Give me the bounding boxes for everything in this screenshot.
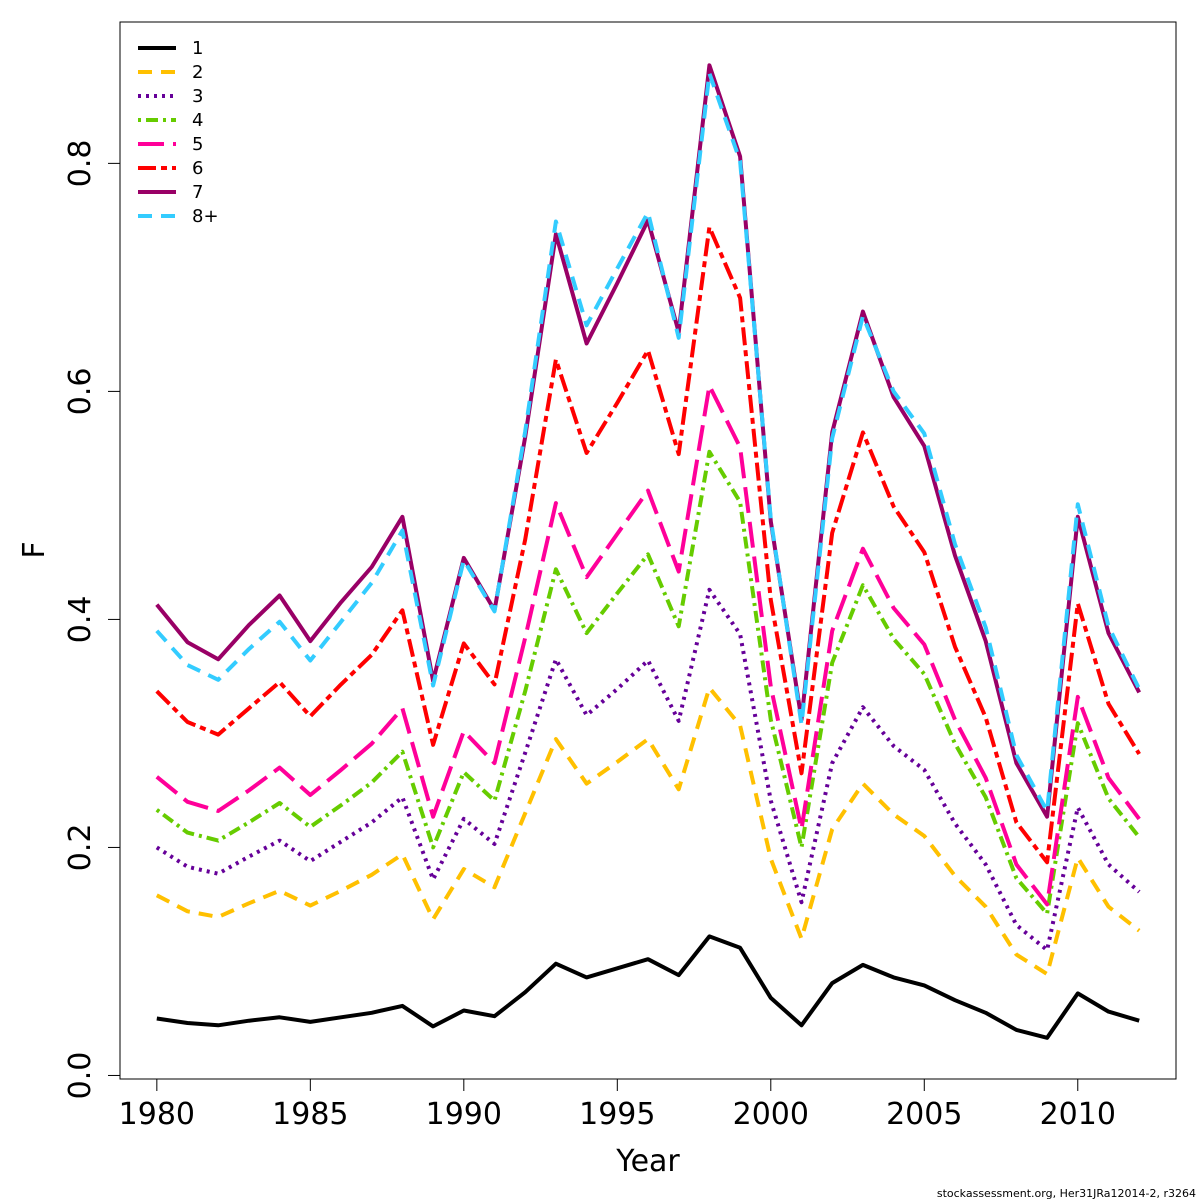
series-line-6 [155, 225, 1141, 865]
legend: 1 2 3 4 5 6 7 8+ [138, 38, 219, 227]
legend-label-8: 8+ [192, 206, 219, 227]
series-line-5 [155, 383, 1141, 907]
y-axis-label: F [17, 541, 52, 558]
x-tick-label: 2005 [886, 1097, 962, 1132]
x-tick-label: 1980 [119, 1097, 195, 1132]
legend-label-4: 4 [192, 110, 203, 131]
series-line-7 [155, 63, 1141, 819]
y-tick-label: 0.0 [63, 1052, 98, 1100]
x-tick-label: 1985 [272, 1097, 348, 1132]
footer-credit: stockassessment.org, Her31JRa12014-2, r3… [937, 1187, 1196, 1200]
series-line-8 [155, 71, 1141, 813]
x-tick-label: 2010 [1040, 1097, 1116, 1132]
legend-label-6: 6 [192, 158, 203, 179]
y-tick-label: 0.6 [63, 368, 98, 416]
series-line-4 [155, 449, 1141, 916]
legend-label-1: 1 [192, 38, 203, 59]
x-axis-label: Year [615, 1144, 680, 1179]
legend-label-2: 2 [192, 62, 203, 83]
y-tick-label: 0.2 [63, 824, 98, 872]
plot-frame [119, 21, 1177, 1080]
x-tick-label: 1995 [579, 1097, 655, 1132]
y-axis: 0.0 0.2 0.4 0.6 0.8 [63, 140, 121, 1100]
x-tick-label: 1990 [426, 1097, 502, 1132]
series-line-3 [155, 587, 1141, 953]
legend-label-5: 5 [192, 134, 203, 155]
legend-label-7: 7 [192, 182, 203, 203]
series-line-1 [156, 934, 1140, 1040]
y-tick-label: 0.8 [63, 140, 98, 188]
series-line-2 [155, 685, 1141, 976]
x-tick-label: 2000 [733, 1097, 809, 1132]
legend-label-3: 3 [192, 86, 203, 107]
x-axis: 1980 1985 1990 1995 2000 2005 2010 [119, 1078, 1116, 1132]
series-layer [155, 63, 1141, 1040]
y-tick-label: 0.4 [63, 596, 98, 644]
